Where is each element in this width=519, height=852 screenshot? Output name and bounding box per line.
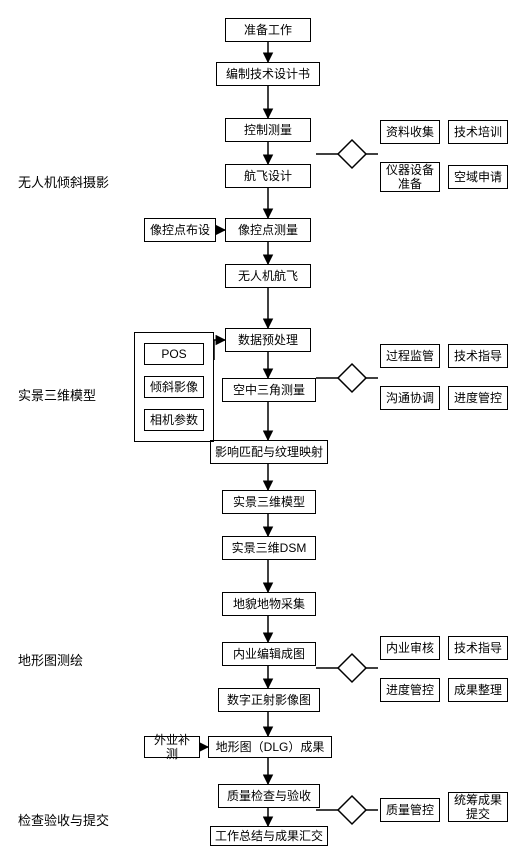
- left-node: 像控点布设: [144, 218, 216, 242]
- main-node: 工作总结与成果汇交: [210, 826, 328, 846]
- main-node: 编制技术设计书: [216, 62, 320, 86]
- main-node: 实景三维模型: [222, 490, 316, 514]
- main-node: 实景三维DSM: [222, 536, 316, 560]
- main-node: 质量检查与验收: [218, 784, 320, 808]
- left-node: 外业补测: [144, 736, 200, 758]
- main-node: 内业编辑成图: [222, 642, 316, 666]
- right-node: 进度管控: [380, 678, 440, 702]
- main-node: 空中三角测量: [222, 378, 316, 402]
- main-node: 地貌地物采集: [222, 592, 316, 616]
- main-node: 地形图（DLG）成果: [208, 736, 332, 758]
- main-node: 航飞设计: [225, 164, 311, 188]
- right-node: 技术培训: [448, 120, 508, 144]
- section-label: 检查验收与提交: [18, 810, 109, 829]
- main-node: 准备工作: [225, 18, 311, 42]
- main-node: 无人机航飞: [225, 264, 311, 288]
- left-group-frame: [134, 332, 214, 442]
- right-node: 进度管控: [448, 386, 508, 410]
- main-node: 数字正射影像图: [218, 688, 320, 712]
- right-node: 技术指导: [448, 344, 508, 368]
- right-node: 质量管控: [380, 798, 440, 822]
- right-node: 过程监管: [380, 344, 440, 368]
- right-node: 内业审核: [380, 636, 440, 660]
- section-label: 无人机倾斜摄影: [18, 172, 109, 191]
- main-node: 数据预处理: [225, 328, 311, 352]
- main-node: 像控点测量: [225, 218, 311, 242]
- right-node: 沟通协调: [380, 386, 440, 410]
- right-node: 统筹成果提交: [448, 792, 508, 822]
- right-node: 技术指导: [448, 636, 508, 660]
- section-label: 实景三维模型: [18, 385, 96, 404]
- flowchart-container: 无人机倾斜摄影实景三维模型地形图测绘检查验收与提交准备工作编制技术设计书控制测量…: [0, 0, 519, 852]
- main-node: 影响匹配与纹理映射: [210, 440, 328, 464]
- right-node: 空域申请: [448, 165, 508, 189]
- right-node: 资料收集: [380, 120, 440, 144]
- section-label: 地形图测绘: [18, 650, 83, 669]
- right-node: 仪器设备准备: [380, 162, 440, 192]
- main-node: 控制测量: [225, 118, 311, 142]
- right-node: 成果整理: [448, 678, 508, 702]
